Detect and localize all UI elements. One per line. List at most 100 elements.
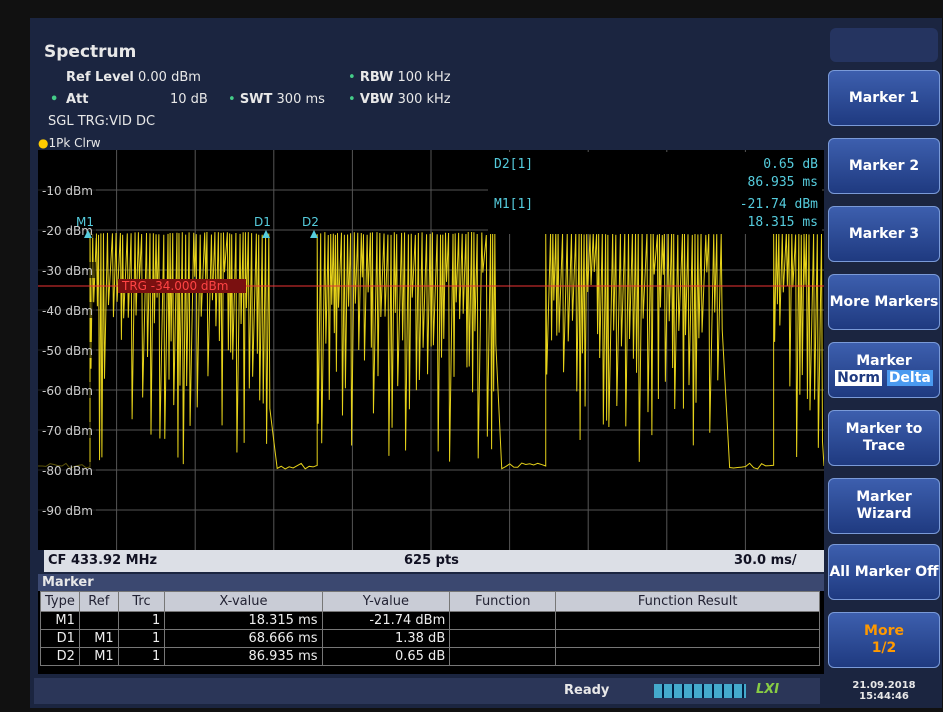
datetime: 21.09.201815:44:46 — [830, 680, 938, 702]
softkey[interactable]: More Markers — [828, 274, 940, 330]
cell — [450, 648, 556, 666]
page: Spectrum Ref Level 0.00 dBm • Att 10 dB … — [0, 0, 943, 712]
cell — [556, 648, 820, 666]
softkey[interactable]: Marker to Trace — [828, 410, 940, 466]
cell: 1.38 dB — [322, 630, 450, 648]
footer: CF 433.92 MHz 625 pts 30.0 ms/ — [44, 550, 824, 572]
y-label: -80 dBm — [42, 464, 93, 478]
softkey[interactable]: All Marker Off — [828, 544, 940, 600]
plot: TRG -34.000 dBm-10 dBm-20 dBm-30 dBm-40 … — [38, 150, 824, 550]
label: SWT — [240, 92, 273, 107]
cell: M1 — [79, 630, 118, 648]
marker-table-title: Marker — [38, 574, 824, 591]
y-label: -90 dBm — [42, 504, 93, 518]
setting: • VBW 300 kHz — [348, 92, 451, 107]
date: 21.09.2018 — [830, 680, 938, 691]
cell — [556, 612, 820, 630]
column-header: Y-value — [322, 592, 450, 612]
value: 100 kHz — [398, 70, 451, 85]
status: Ready — [564, 683, 609, 698]
cell: D1 — [41, 630, 80, 648]
column-header: Ref — [79, 592, 118, 612]
label: Norm — [835, 370, 882, 386]
cell — [450, 630, 556, 648]
softkey[interactable]: Marker 3 — [828, 206, 940, 262]
trace-info: ●1Pk Clrw — [38, 136, 101, 150]
status-bar: Ready LXI — [34, 678, 820, 704]
cell — [79, 612, 118, 630]
readout-level: -21.74 dBm — [740, 197, 818, 212]
trigger-label: TRG -34.000 dBm — [121, 279, 228, 293]
dot: • — [50, 92, 58, 107]
softkey-disabled — [830, 28, 938, 62]
time: 15:44:46 — [830, 691, 938, 702]
setting: • RBW 100 kHz — [348, 70, 451, 85]
cell: M1 — [41, 612, 80, 630]
column-header: Function — [450, 592, 556, 612]
softkey[interactable]: Marker 2 — [828, 138, 940, 194]
softkey[interactable]: Marker Wizard — [828, 478, 940, 534]
label: VBW — [360, 92, 394, 107]
label: 1/2 — [872, 640, 897, 657]
softkey[interactable]: Marker 1 — [828, 70, 940, 126]
setting: • SWT 300 ms — [228, 92, 325, 107]
column-header: X-value — [165, 592, 322, 612]
column-header: Type — [41, 592, 80, 612]
cf: CF 433.92 MHz — [48, 553, 157, 568]
cell: 86.935 ms — [165, 648, 322, 666]
label: Marker — [856, 353, 912, 370]
y-label: -40 dBm — [42, 304, 93, 318]
setting: Ref Level 0.00 dBm — [66, 70, 201, 85]
cell: -21.74 dBm — [322, 612, 450, 630]
marker-label: D2 — [302, 215, 319, 229]
progress — [654, 684, 746, 698]
readout-time: 18.315 ms — [748, 215, 818, 230]
trace-label: 1Pk Clrw — [48, 136, 100, 150]
value: 300 ms — [277, 92, 325, 107]
column-header: Trc — [118, 592, 165, 612]
label: Ref Level — [66, 70, 134, 85]
y-label: -10 dBm — [42, 184, 93, 198]
marker-label: D1 — [254, 215, 271, 229]
marker-label: M1 — [76, 215, 94, 229]
y-label: -30 dBm — [42, 264, 93, 278]
logo: LXI — [756, 682, 779, 697]
cell: 68.666 ms — [165, 630, 322, 648]
cell: D2 — [41, 648, 80, 666]
cell — [450, 612, 556, 630]
cell: 18.315 ms — [165, 612, 322, 630]
cell: 1 — [118, 630, 165, 648]
cell — [556, 630, 820, 648]
readout-time: 86.935 ms — [748, 175, 818, 190]
y-label: -50 dBm — [42, 344, 93, 358]
screen: Spectrum Ref Level 0.00 dBm • Att 10 dB … — [30, 18, 942, 708]
readout-level: 0.65 dB — [763, 157, 818, 172]
label: Att — [66, 92, 89, 107]
column-header: Function Result — [556, 592, 820, 612]
label: Delta — [887, 370, 933, 386]
readout-label: M1[1] — [494, 197, 533, 212]
label: RBW — [360, 70, 394, 85]
label: More — [864, 623, 904, 640]
value: 0.00 dBm — [138, 70, 201, 85]
cell: 0.65 dB — [322, 648, 450, 666]
cell: 1 — [118, 612, 165, 630]
title: Spectrum — [44, 42, 136, 62]
cell: 1 — [118, 648, 165, 666]
trigger: SGL TRG:VID DC — [48, 114, 155, 129]
cell: M1 — [79, 648, 118, 666]
points: 625 pts — [404, 553, 459, 568]
span: 30.0 ms/ — [734, 553, 797, 568]
readout-label: D2[1] — [494, 157, 533, 172]
y-label: -70 dBm — [42, 424, 93, 438]
header-row: TypeRefTrcX-valueY-valueFunctionFunction… — [41, 592, 820, 612]
value: 10 dB — [170, 92, 208, 107]
value: 300 kHz — [398, 92, 451, 107]
y-label: -60 dBm — [42, 384, 93, 398]
